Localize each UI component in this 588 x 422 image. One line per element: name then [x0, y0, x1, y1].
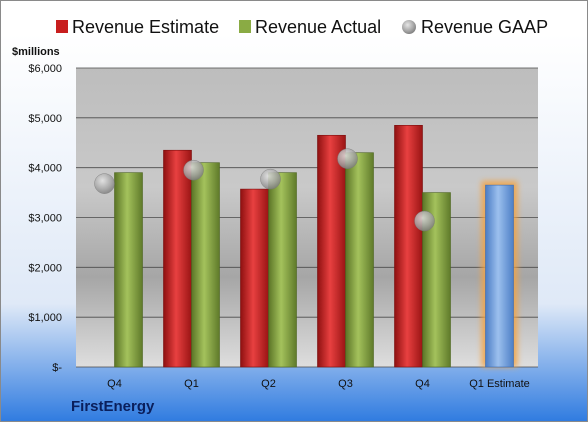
y-tick-label: $1,000	[28, 312, 62, 324]
x-tick-label: Q3	[338, 378, 353, 390]
legend-swatch-revenue-actual	[239, 20, 251, 33]
marker-revenue-gaap	[183, 159, 204, 181]
marker-revenue-gaap	[337, 148, 358, 169]
x-axis-ticks: Q4 Q1 Q2 Q3 Q4 Q1 Estimate	[107, 378, 530, 390]
y-tick-label: $3,000	[28, 213, 62, 225]
gridlines	[76, 67, 538, 368]
x-tick-label: Q4	[107, 378, 122, 390]
legend-item-revenue-actual: Revenue Actual	[239, 17, 381, 37]
bar-revenue-actual	[191, 162, 220, 368]
bar-revenue-actual	[268, 172, 297, 368]
legend-swatch-revenue-estimate	[56, 20, 68, 33]
bar-revenue-estimate	[485, 184, 514, 368]
bar-revenue-actual	[345, 152, 374, 368]
company-name: FirstEnergy	[71, 398, 155, 415]
legend-label-revenue-gaap: Revenue GAAP	[421, 17, 548, 37]
y-tick-label: $-	[52, 362, 62, 374]
marker-revenue-gaap	[260, 168, 281, 190]
legend-label-revenue-estimate: Revenue Estimate	[72, 17, 219, 37]
y-tick-label: $6,000	[28, 63, 62, 75]
bar-revenue-estimate	[394, 125, 423, 368]
legend-item-revenue-estimate: Revenue Estimate	[56, 17, 219, 37]
x-tick-label: Q4	[415, 378, 430, 390]
bar-revenue-estimate	[163, 149, 192, 368]
y-tick-label: $2,000	[28, 262, 62, 274]
legend-swatch-revenue-gaap	[402, 20, 416, 34]
bar-revenue-estimate	[240, 188, 269, 368]
legend-label-revenue-actual: Revenue Actual	[255, 17, 381, 37]
bars	[94, 125, 518, 368]
legend: Revenue Estimate Revenue Actual Revenue …	[56, 17, 548, 37]
marker-revenue-gaap	[94, 173, 115, 194]
y-axis-unit-label: $millions	[12, 46, 60, 58]
marker-revenue-gaap	[414, 210, 435, 232]
bar-revenue-actual	[114, 172, 143, 368]
y-tick-label: $5,000	[28, 113, 62, 125]
x-tick-label: Q1 Estimate	[469, 378, 530, 390]
y-tick-label: $4,000	[28, 163, 62, 175]
bar-revenue-estimate	[317, 134, 346, 368]
x-tick-label: Q1	[184, 378, 199, 390]
legend-item-revenue-gaap: Revenue GAAP	[402, 17, 548, 37]
y-axis-ticks: $- $1,000 $2,000 $3,000 $4,000 $5,000 $6,000	[28, 63, 62, 374]
x-tick-label: Q2	[261, 378, 276, 390]
